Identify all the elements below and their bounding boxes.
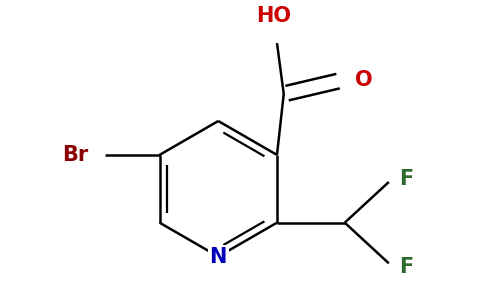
- Text: F: F: [399, 257, 413, 277]
- Text: O: O: [355, 70, 373, 90]
- Text: F: F: [399, 169, 413, 189]
- Text: HO: HO: [256, 6, 291, 26]
- Text: Br: Br: [62, 145, 89, 165]
- Text: N: N: [210, 247, 227, 267]
